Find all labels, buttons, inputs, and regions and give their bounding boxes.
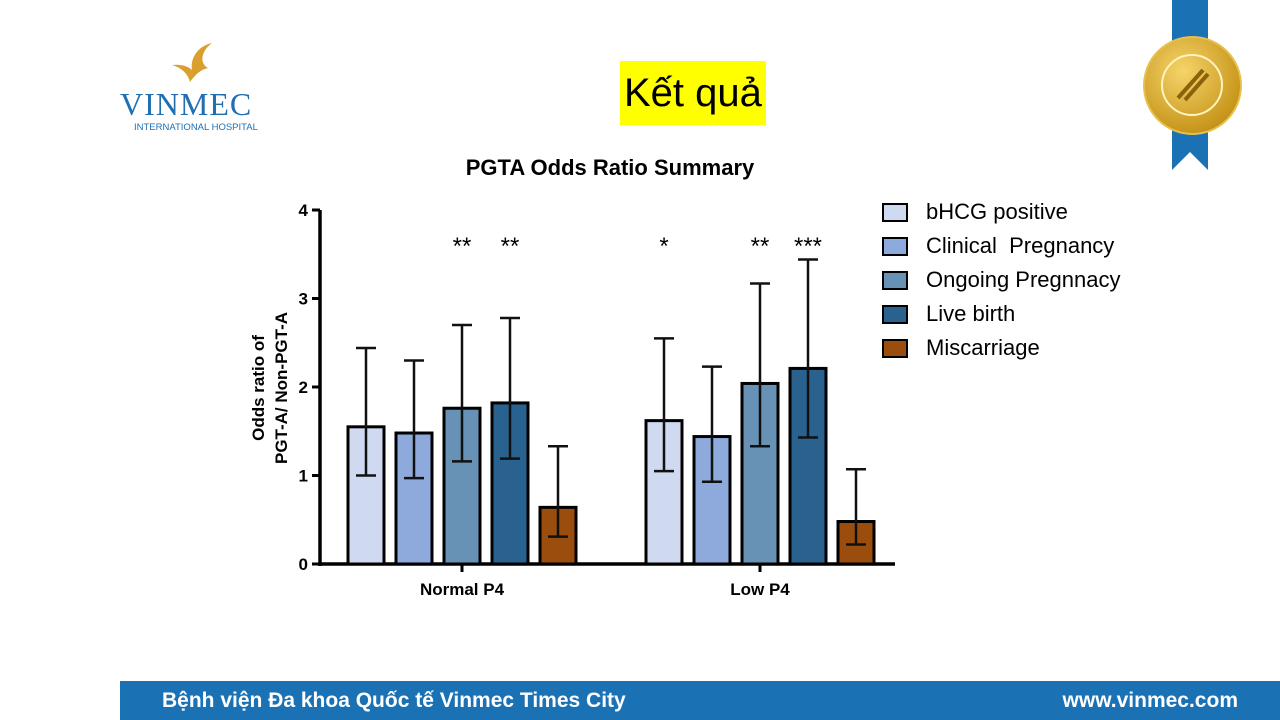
footer-bar: Bệnh viện Đa khoa Quốc tế Vinmec Times C… bbox=[120, 681, 1280, 720]
significance-label: *** bbox=[794, 233, 822, 260]
significance-label: ** bbox=[453, 233, 472, 260]
legend-item: Clinical Pregnancy bbox=[882, 233, 1114, 259]
y-tick-label: 2 bbox=[299, 378, 308, 397]
y-tick-label: 0 bbox=[299, 555, 308, 574]
legend-label: Clinical Pregnancy bbox=[926, 233, 1115, 258]
footer-website-link[interactable]: www.vinmec.com bbox=[1062, 689, 1238, 712]
y-axis-label-line1: Odds ratio of bbox=[249, 335, 268, 441]
significance-label: * bbox=[659, 233, 668, 260]
logo-bird-icon bbox=[172, 43, 212, 82]
slide-title: Kết quả bbox=[620, 61, 766, 125]
significance-label: ** bbox=[501, 233, 520, 260]
chart-title: PGTA Odds Ratio Summary bbox=[466, 155, 755, 180]
legend-swatch bbox=[882, 202, 908, 222]
vinmec-logo bbox=[120, 40, 280, 135]
legend-item: Miscarriage bbox=[882, 335, 1040, 361]
legend-item: Live birth bbox=[882, 301, 1015, 327]
legend-label: Ongoing Pregnnacy bbox=[926, 267, 1121, 292]
legend-label: bHCG positive bbox=[926, 199, 1068, 224]
y-axis-label-line2: PGT-A/ Non-PGT-A bbox=[272, 312, 291, 464]
legend-swatch bbox=[882, 236, 908, 256]
legend-swatch bbox=[882, 304, 908, 324]
significance-label: ** bbox=[751, 233, 770, 260]
bar bbox=[644, 419, 684, 566]
legend-swatch bbox=[882, 338, 908, 358]
legend-swatch bbox=[882, 270, 908, 290]
jci-seal-icon bbox=[1143, 36, 1242, 135]
legend-label: Miscarriage bbox=[926, 335, 1040, 360]
chart: PGTA Odds Ratio Summary Odds ratio of PG… bbox=[249, 155, 895, 599]
legend-label: Live birth bbox=[926, 301, 1016, 326]
y-tick-label: 1 bbox=[299, 467, 308, 486]
y-tick-label: 4 bbox=[299, 201, 309, 220]
x-tick-label: Low P4 bbox=[730, 580, 790, 599]
bar bbox=[490, 401, 530, 566]
y-tick-label: 3 bbox=[299, 290, 308, 309]
x-tick-label: Normal P4 bbox=[420, 580, 505, 599]
logo-name: VINMEC bbox=[120, 86, 253, 122]
legend-item: Ongoing Pregnnacy bbox=[882, 267, 1120, 293]
logo-subtitle: INTERNATIONAL HOSPITAL bbox=[134, 122, 258, 133]
footer-hospital-name: Bệnh viện Đa khoa Quốc tế Vinmec Times C… bbox=[162, 689, 626, 712]
legend-item: bHCG positive bbox=[882, 199, 1068, 225]
